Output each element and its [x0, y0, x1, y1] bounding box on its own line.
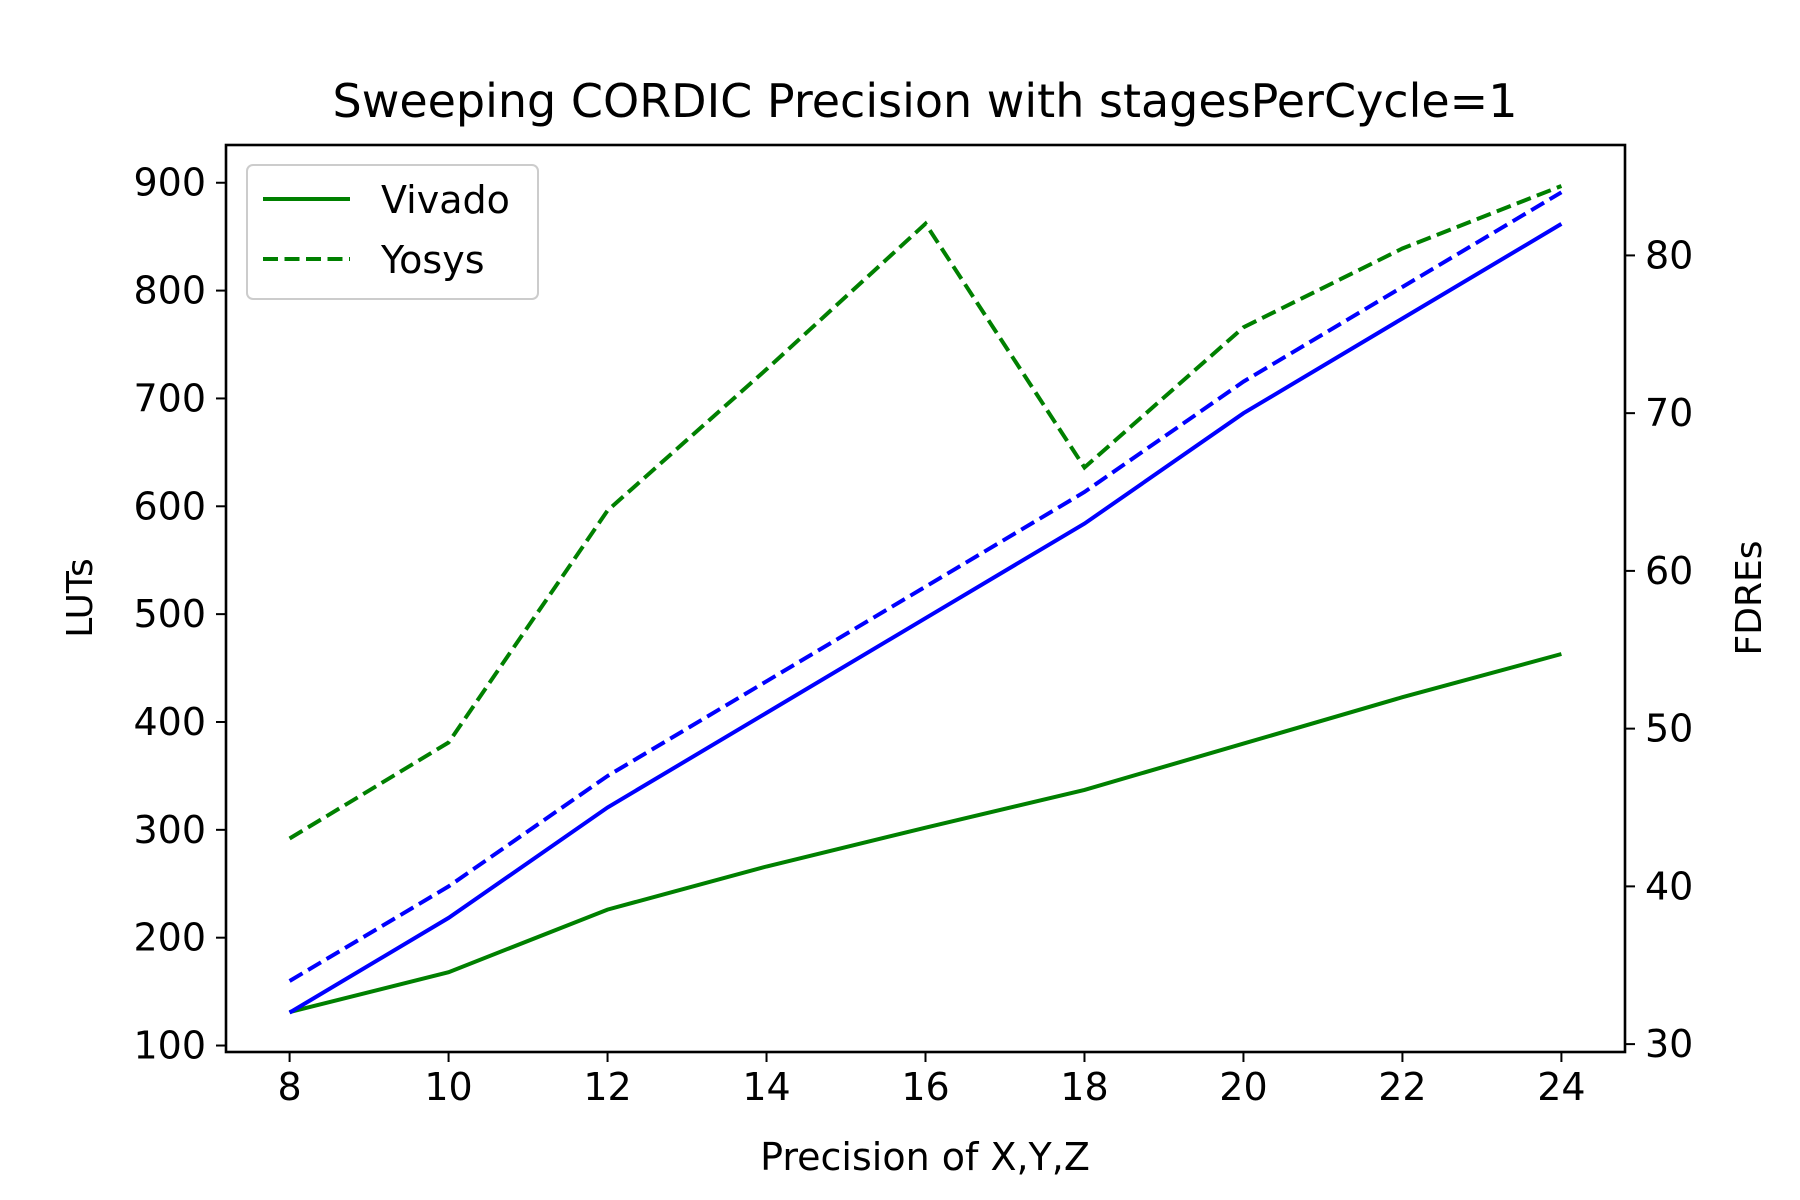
legend-label: Vivado — [381, 178, 510, 222]
y-left-tick-label: 900 — [133, 161, 206, 205]
y-axis-left: 100 200 300 400 500 600 700 800 900 — [133, 161, 226, 1068]
legend: Vivado Yosys — [246, 164, 539, 300]
x-tick-label: 12 — [583, 1065, 631, 1109]
legend-label: Yosys — [380, 238, 485, 282]
y-right-tick-label: 60 — [1645, 549, 1693, 593]
x-tick-label: 10 — [424, 1065, 472, 1109]
series-layer — [288, 184, 1563, 1015]
x-axis-label: Precision of X,Y,Z — [760, 1135, 1090, 1179]
x-tick-label: 22 — [1378, 1065, 1426, 1109]
series-line-vivado-luts — [289, 652, 1562, 1015]
y-left-tick-label: 600 — [133, 484, 206, 528]
x-tick-label: 16 — [901, 1065, 949, 1109]
y-left-tick-label: 100 — [133, 1024, 206, 1068]
y-axis-right: 30 40 50 60 70 80 — [1625, 233, 1693, 1066]
chart-title: Sweeping CORDIC Precision with stagesPer… — [333, 74, 1518, 128]
y-left-tick-label: 400 — [133, 700, 206, 744]
x-tick-label: 8 — [277, 1065, 301, 1109]
y-left-tick-label: 300 — [133, 808, 206, 852]
y-left-tick-label: 500 — [133, 592, 206, 636]
y-right-tick-label: 30 — [1645, 1022, 1693, 1066]
y-left-tick-label: 800 — [133, 269, 206, 313]
x-axis: 8 10 12 14 16 18 20 22 24 — [277, 1052, 1586, 1109]
x-tick-label: 24 — [1537, 1065, 1585, 1109]
y-left-tick-label: 200 — [133, 916, 206, 960]
y-axis-right-label: FDREs — [1729, 541, 1770, 656]
x-tick-label: 18 — [1060, 1065, 1108, 1109]
series-line-vivado-fdres — [288, 222, 1563, 1015]
y-right-tick-label: 40 — [1645, 864, 1693, 908]
y-right-tick-label: 80 — [1645, 233, 1693, 277]
y-right-tick-label: 50 — [1645, 707, 1693, 751]
y-right-tick-label: 70 — [1645, 391, 1693, 435]
x-tick-label: 20 — [1219, 1065, 1267, 1109]
y-left-tick-label: 700 — [133, 376, 206, 420]
series-line-yosys-fdres — [288, 190, 1563, 983]
y-axis-left-label: LUTs — [60, 558, 101, 637]
x-tick-label: 14 — [742, 1065, 790, 1109]
series-line-yosys-luts — [288, 184, 1563, 841]
